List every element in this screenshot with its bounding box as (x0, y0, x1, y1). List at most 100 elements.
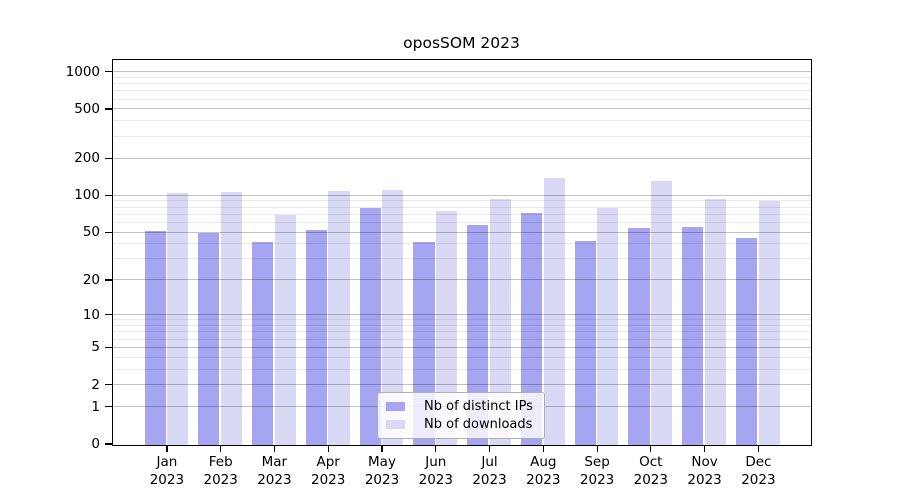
x-tick-aug (542, 445, 544, 452)
y-label-1: 1 (91, 398, 100, 415)
x-label-nov: Nov 2023 (687, 454, 722, 488)
y-tick-1 (104, 406, 112, 408)
gridline-major-5 (112, 346, 811, 348)
x-tick-jun (435, 445, 437, 452)
y-tick-1000 (104, 71, 112, 73)
gridline-minor-40 (112, 243, 811, 245)
gridline-minor-300 (112, 135, 811, 137)
y-label-2: 2 (91, 376, 100, 393)
y-tick-5 (104, 346, 112, 349)
x-tick-jan (166, 445, 168, 452)
gridline-major-1000 (112, 71, 811, 73)
x-label-oct: Oct 2023 (633, 454, 668, 488)
bar-downloads-jul (489, 198, 511, 445)
bar-downloads-oct (651, 180, 673, 445)
gridline-major-200 (112, 157, 811, 159)
y-tick-50 (104, 231, 112, 233)
y-label-5: 5 (91, 339, 100, 356)
y-tick-500 (104, 108, 112, 110)
bar-distinct-ips-jan (144, 230, 166, 445)
x-tick-dec (757, 445, 760, 452)
legend-label-distinct-ips: Nb of distinct IPs (424, 398, 533, 414)
bar-distinct-ips-dec (736, 238, 758, 445)
gridline-major-20 (112, 279, 811, 281)
y-label-0: 0 (91, 436, 100, 452)
gridline-minor-90 (112, 200, 811, 202)
x-label-sep: Sep 2023 (579, 454, 615, 488)
bar-downloads-dec (758, 201, 780, 445)
x-label-dec: Dec 2023 (741, 454, 776, 488)
legend-item-downloads: Nb of downloads (386, 416, 536, 432)
bar-distinct-ips-aug (520, 213, 543, 445)
gridline-minor-8 (112, 325, 811, 327)
gridline-minor-7 (112, 331, 811, 333)
gridline-minor-3 (112, 368, 811, 370)
x-label-may: May 2023 (364, 454, 400, 488)
gridline-minor-30 (112, 258, 811, 260)
bar-distinct-ips-feb (198, 232, 220, 445)
gridline-minor-60 (112, 221, 811, 223)
y-tick-200 (104, 157, 112, 159)
gridline-minor-700 (112, 90, 811, 92)
y-label-50: 50 (82, 224, 100, 241)
x-tick-oct (650, 445, 652, 452)
gridline-minor-4 (112, 356, 811, 358)
y-label-10: 10 (82, 306, 100, 323)
bar-downloads-sep (597, 208, 619, 445)
gridline-major-2 (112, 384, 811, 386)
gridline-major-100 (112, 194, 811, 196)
bar-downloads-may (382, 189, 404, 445)
gridline-major-50 (112, 231, 811, 233)
plot-area (111, 58, 812, 446)
y-label-1000: 1000 (65, 63, 100, 80)
legend-label-downloads: Nb of downloads (424, 416, 533, 432)
x-label-apr: Apr 2023 (311, 454, 346, 488)
gridline-minor-900 (112, 76, 811, 78)
bar-downloads-jan (167, 193, 189, 445)
x-label-aug: Aug 2023 (526, 454, 561, 488)
bar-downloads-aug (543, 178, 565, 445)
bar-distinct-ips-nov (682, 226, 704, 445)
x-tick-jul (488, 445, 491, 452)
x-label-jun: Jun 2023 (418, 454, 453, 488)
y-label-100: 100 (74, 187, 100, 204)
gridline-minor-400 (112, 120, 811, 122)
bar-downloads-jun (435, 211, 458, 445)
bar-distinct-ips-apr (305, 229, 327, 445)
y-label-20: 20 (82, 271, 100, 288)
x-label-feb: Feb 2023 (203, 454, 238, 488)
x-tick-mar (273, 445, 276, 452)
y-tick-2 (104, 384, 112, 386)
y-tick-0 (104, 443, 112, 445)
gridline-minor-800 (112, 83, 811, 85)
chart-title: oposSOM 2023 (403, 34, 520, 52)
gridline-major-10 (112, 314, 811, 316)
bar-distinct-ips-may (359, 208, 381, 445)
gridline-minor-80 (112, 206, 811, 208)
x-tick-apr (327, 445, 329, 452)
gridline-minor-600 (112, 98, 811, 100)
y-tick-20 (104, 279, 112, 281)
y-label-500: 500 (74, 100, 100, 117)
legend-item-distinct-ips: Nb of distinct IPs (386, 398, 536, 414)
x-tick-feb (220, 445, 222, 452)
gridline-minor-70 (112, 213, 811, 215)
bar-downloads-nov (704, 198, 726, 445)
y-tick-10 (104, 314, 112, 316)
bar-distinct-ips-mar (252, 241, 274, 445)
gridline-major-500 (112, 108, 811, 110)
x-label-jan: Jan 2023 (149, 454, 185, 488)
x-tick-nov (704, 445, 706, 452)
bar-downloads-apr (328, 191, 350, 445)
bar-distinct-ips-oct (628, 227, 650, 445)
bar-downloads-feb (220, 192, 243, 445)
bar-downloads-mar (274, 214, 296, 445)
x-label-jul: Jul 2023 (472, 454, 507, 488)
y-tick-100 (104, 194, 112, 196)
legend-swatch-distinct-ips (386, 401, 405, 412)
x-label-mar: Mar 2023 (257, 454, 292, 488)
x-tick-sep (596, 445, 598, 452)
y-label-200: 200 (74, 150, 100, 167)
gridline-minor-9 (112, 319, 811, 321)
